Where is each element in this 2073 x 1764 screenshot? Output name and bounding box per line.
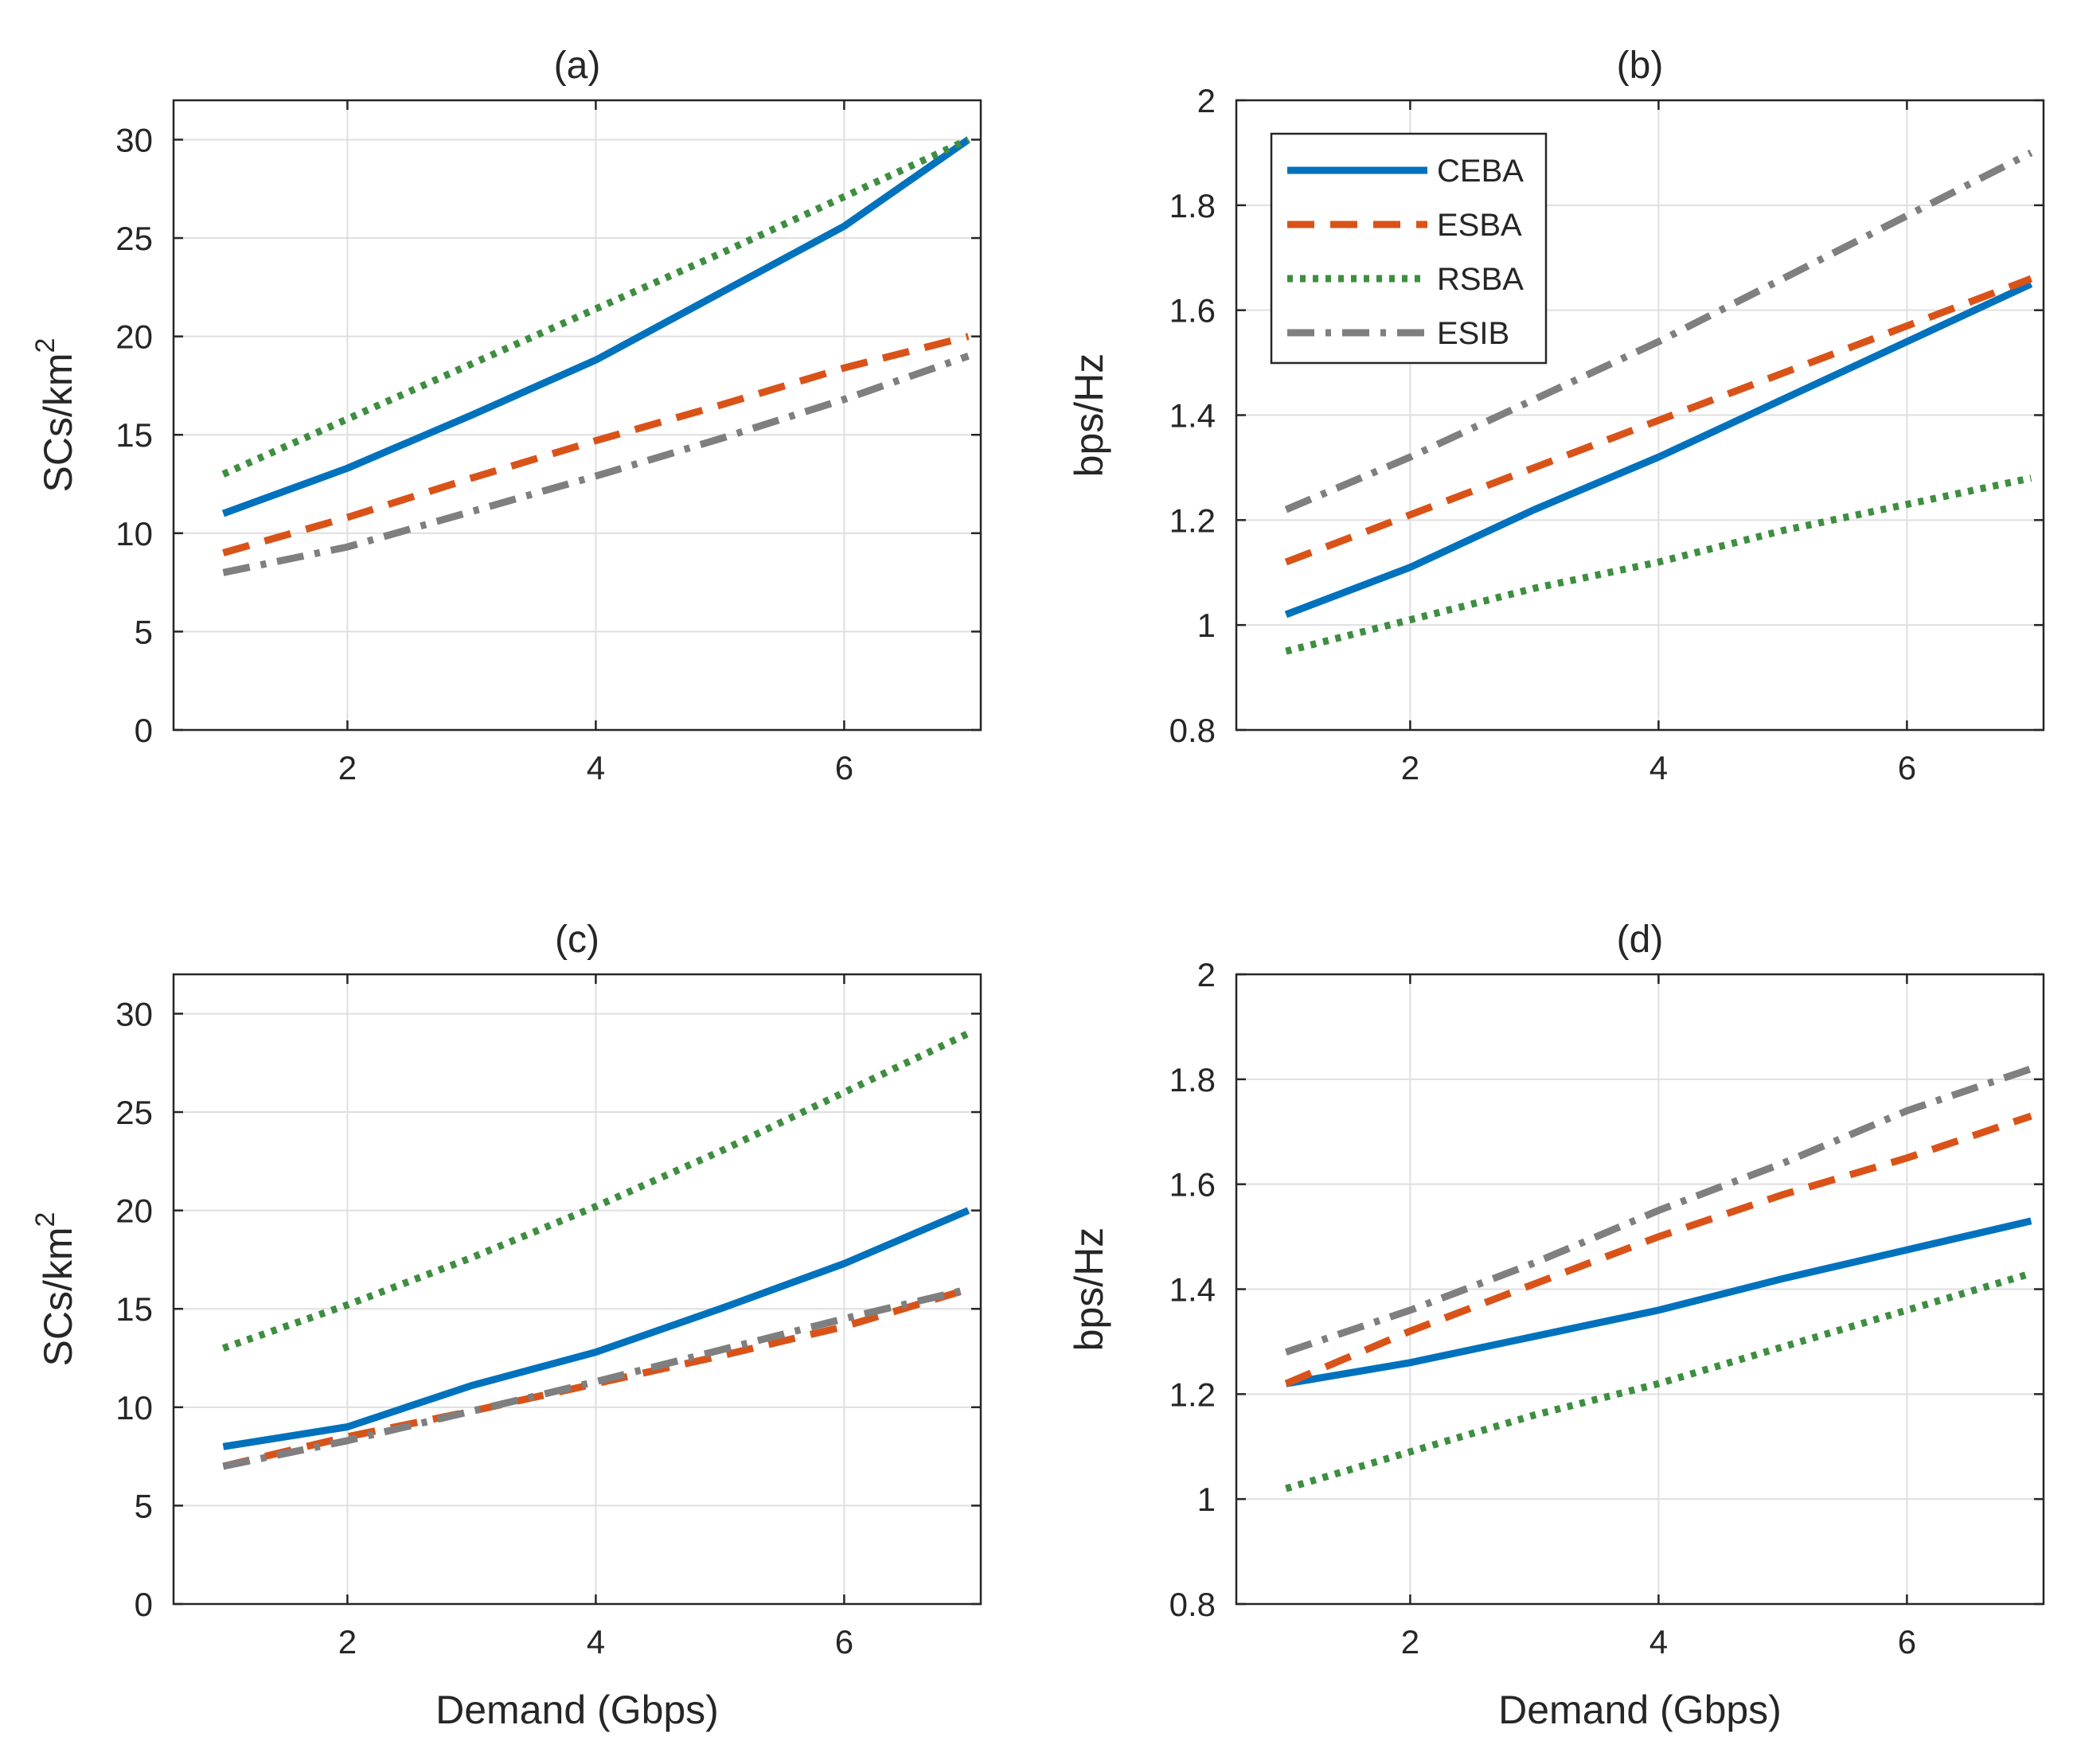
y-tick-label: 0.8 (1169, 712, 1216, 749)
y-tick-label: 0 (135, 712, 153, 749)
y-axis-label-text: SCs/km (36, 353, 80, 492)
y-tick-label: 1.6 (1169, 292, 1216, 330)
x-tick-label: 4 (1649, 749, 1668, 786)
x-tick-label: 6 (1898, 749, 1916, 786)
y-tick-label: 1 (1197, 1481, 1216, 1518)
y-axis-label: bps/Hz (1067, 1227, 1111, 1352)
y-axis-label: bps/Hz (1067, 353, 1111, 478)
x-tick-label: 2 (1401, 1623, 1419, 1661)
y-tick-label: 2 (1197, 956, 1216, 993)
legend-label-rsba: RSBA (1437, 262, 1524, 297)
x-tick-label: 4 (587, 1623, 605, 1661)
chart-title: (c) (555, 919, 599, 961)
panel-d: 2 4 6 0.8 1 1.2 1.4 1.6 1.8 2 (d) bps/Hz Demand (Gbp… (1067, 919, 2045, 1732)
y-axis-label-superscript: 2 (30, 1212, 61, 1227)
y-tick-label: 25 (115, 220, 153, 257)
x-tick-label: 4 (1649, 1623, 1668, 1661)
axes-box (172, 973, 982, 1606)
series-line-ceba (222, 1207, 970, 1450)
y-axis-label: SCs/km2 (30, 1212, 80, 1367)
y-tick-label: 20 (115, 318, 153, 356)
series-line-rsba (1285, 474, 2032, 655)
y-tick-label: 1.2 (1169, 501, 1216, 539)
series-line-esba (222, 333, 970, 556)
y-tick-label: 0 (135, 1586, 153, 1623)
y-tick-label: 1.6 (1169, 1166, 1216, 1204)
y-tick-label: 25 (115, 1094, 153, 1131)
series-line-rsba (1285, 1270, 2032, 1493)
chart-title: (b) (1617, 45, 1664, 87)
chart-title: (d) (1617, 919, 1664, 961)
y-tick-label: 1.8 (1169, 187, 1216, 224)
series-line-rsba (221, 136, 970, 478)
x-tick-label: 4 (587, 749, 605, 786)
y-tick-label: 1.4 (1169, 397, 1216, 435)
series-line-esib (1284, 1065, 2032, 1356)
y-tick-label: 1.8 (1169, 1061, 1216, 1099)
y-axis-label-text: bps/Hz (1067, 353, 1111, 478)
x-tick-label: 2 (338, 1623, 357, 1661)
legend: CEBA ESBA RSBA ESIB (1270, 132, 1548, 365)
x-tick-label: 2 (1401, 749, 1419, 786)
panel-b: 2 4 6 0.8 1 1.2 1.4 1.6 1.8 2 (b) bps/Hz CEBA ESBA RSB… (1067, 45, 2045, 786)
y-tick-label: 2 (1197, 82, 1216, 119)
y-tick-label: 30 (115, 995, 153, 1032)
y-tick-label: 5 (135, 1487, 153, 1524)
x-tick-label: 6 (1898, 1623, 1916, 1661)
y-tick-label: 10 (115, 1389, 153, 1426)
x-tick-label: 6 (835, 1623, 853, 1661)
legend-label-ceba: CEBA (1437, 154, 1524, 189)
chart-title: (a) (554, 45, 601, 87)
y-tick-label: 1.2 (1169, 1376, 1216, 1413)
y-tick-label: 30 (115, 121, 153, 158)
x-axis-label: Demand (Gbps) (1498, 1688, 1782, 1732)
y-tick-label: 15 (115, 416, 153, 454)
y-axis-label: SCs/km2 (30, 338, 80, 493)
y-tick-label: 10 (115, 515, 153, 552)
y-tick-label: 1.4 (1169, 1271, 1216, 1309)
x-tick-label: 6 (835, 749, 853, 786)
y-axis-label-text: bps/Hz (1067, 1227, 1111, 1352)
series-line-ceba (1284, 280, 2033, 619)
y-axis-label-superscript: 2 (30, 338, 61, 353)
y-tick-label: 5 (135, 613, 153, 650)
y-tick-label: 0.8 (1169, 1586, 1216, 1623)
y-tick-label: 15 (115, 1290, 153, 1328)
legend-label-esba: ESBA (1437, 208, 1522, 243)
y-tick-label: 20 (115, 1192, 153, 1230)
legend-label-esib: ESIB (1437, 316, 1509, 351)
series-line-rsba (221, 1030, 970, 1352)
series-line-esib (222, 353, 970, 576)
series-line-esib (222, 1286, 970, 1470)
series-line-ceba (1285, 1217, 2032, 1387)
series-line-esib (1284, 149, 2033, 513)
series-line-esba (1284, 275, 2032, 566)
series-line-esba (1284, 1112, 2032, 1387)
x-tick-label: 2 (338, 749, 357, 786)
y-tick-label: 1 (1197, 607, 1216, 644)
axes-box (172, 99, 982, 732)
series-line-ceba (221, 136, 970, 517)
y-axis-label-text: SCs/km (36, 1227, 80, 1366)
x-axis-label: Demand (Gbps) (435, 1688, 719, 1732)
